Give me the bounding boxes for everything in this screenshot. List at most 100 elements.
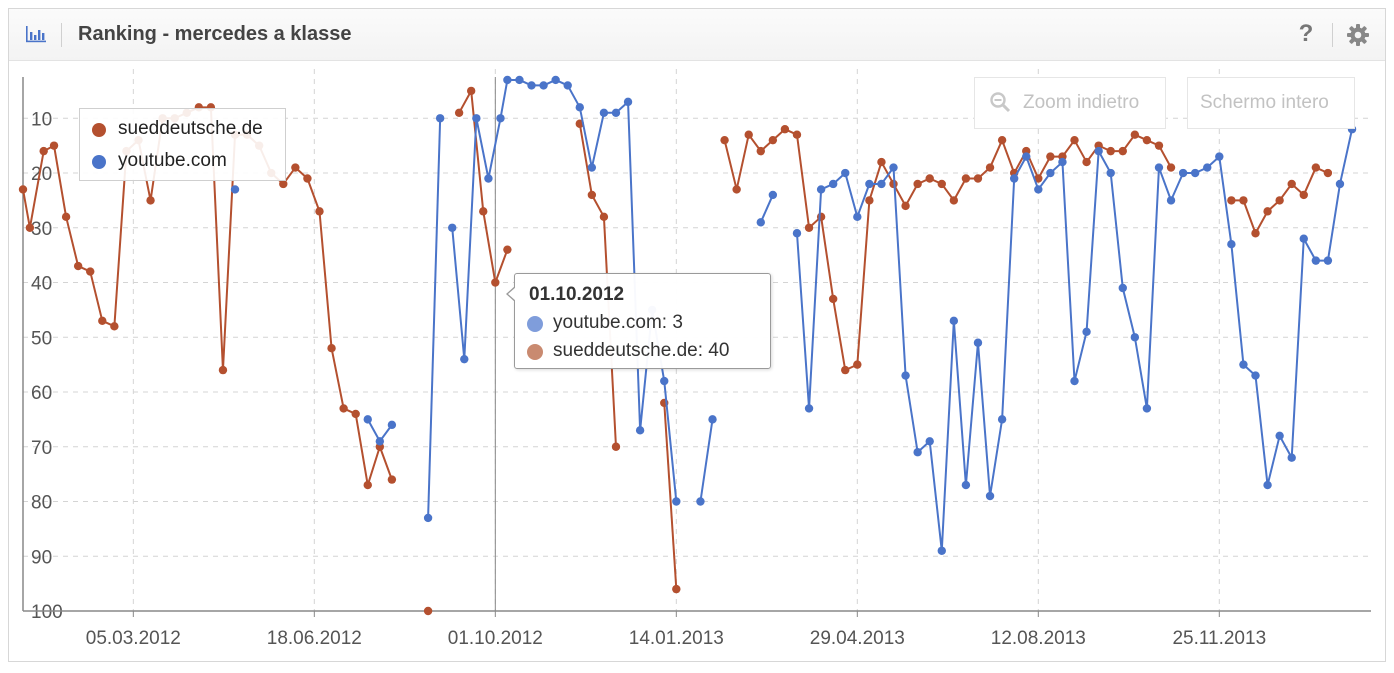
data-point-sueddeutsche [611, 442, 621, 451]
data-point-sueddeutsche [1130, 130, 1140, 139]
legend-marker-sueddeutsche [92, 123, 106, 137]
data-point-sueddeutsche [315, 207, 324, 216]
panel-title: Ranking - mercedes a klasse [78, 23, 352, 45]
tooltip-marker-youtube [527, 316, 543, 332]
data-point-sueddeutsche [363, 480, 372, 490]
panel-header: Ranking - mercedes a klasse ? [9, 9, 1385, 61]
data-point-sueddeutsche [303, 174, 312, 183]
data-point-youtube [1178, 168, 1188, 178]
data-point-youtube [708, 415, 717, 424]
data-point-youtube [696, 497, 705, 506]
data-point-youtube [865, 179, 874, 189]
data-point-sueddeutsche [744, 130, 753, 139]
data-point-sueddeutsche [86, 267, 95, 276]
data-point-youtube [387, 420, 397, 430]
data-point-youtube [985, 491, 995, 501]
chart-legend: sueddeutsche.de youtube.com [79, 108, 286, 181]
data-point-youtube [611, 108, 621, 117]
data-point-youtube [1311, 256, 1321, 265]
data-point-youtube [363, 415, 372, 424]
data-point-sueddeutsche [816, 212, 826, 222]
data-point-youtube [599, 108, 609, 117]
data-point-sueddeutsche [73, 261, 83, 271]
data-point-youtube [1022, 152, 1031, 161]
data-point-youtube [1009, 174, 1019, 183]
data-point-youtube [1215, 152, 1224, 161]
tooltip-date: 01.10.2012 [529, 284, 625, 305]
data-point-youtube [1323, 256, 1333, 265]
data-point-sueddeutsche [491, 278, 500, 287]
data-point-youtube [423, 513, 433, 523]
data-point-sueddeutsche [110, 322, 119, 331]
data-point-sueddeutsche [949, 196, 959, 205]
y-tick-label: 90 [31, 547, 52, 568]
data-point-youtube [1142, 404, 1152, 413]
x-tick-label: 12.08.2013 [991, 628, 1086, 649]
data-point-youtube [1335, 179, 1345, 189]
y-tick-label: 70 [31, 438, 52, 459]
data-point-youtube [841, 168, 850, 178]
data-point-sueddeutsche [339, 404, 348, 413]
data-point-sueddeutsche [841, 365, 850, 375]
data-point-youtube [623, 97, 633, 107]
data-point-sueddeutsche [454, 108, 464, 117]
data-point-sueddeutsche [804, 223, 814, 232]
data-point-youtube [804, 404, 814, 413]
fullscreen-button[interactable]: Schermo intero [1187, 77, 1355, 129]
y-tick-label: 10 [31, 109, 52, 130]
data-point-sueddeutsche [1287, 179, 1296, 189]
data-point-youtube [551, 75, 560, 85]
help-icon[interactable]: ? [1298, 20, 1314, 47]
bar-chart-icon [26, 26, 46, 43]
data-point-sueddeutsche [291, 163, 300, 172]
data-point-sueddeutsche [925, 174, 934, 183]
data-point-sueddeutsche [466, 86, 476, 96]
data-point-youtube [1239, 360, 1248, 369]
ranking-line-chart[interactable]: 10 20 30 40 50 60 70 80 90 100 05.03.2012 18.06.201… [9, 9, 1387, 663]
data-point-sueddeutsche [1299, 190, 1308, 200]
data-point-sueddeutsche [1227, 196, 1236, 205]
data-point-youtube [472, 114, 481, 123]
data-point-sueddeutsche [503, 245, 512, 254]
data-point-youtube [563, 81, 572, 90]
legend-label-sueddeutsche: sueddeutsche.de [118, 118, 263, 139]
data-point-sueddeutsche [877, 157, 886, 167]
data-point-youtube [672, 497, 681, 506]
data-point-sueddeutsche [961, 174, 971, 183]
data-point-youtube [1082, 327, 1091, 336]
data-point-sueddeutsche [327, 344, 336, 353]
data-point-sueddeutsche [98, 316, 107, 326]
data-point-youtube [997, 415, 1007, 424]
data-point-youtube [828, 179, 838, 189]
gear-icon[interactable] [1346, 23, 1370, 47]
data-point-youtube [660, 376, 669, 386]
data-point-sueddeutsche [1154, 141, 1164, 150]
y-tick-label: 50 [31, 328, 52, 349]
x-tick-label: 05.03.2012 [86, 628, 181, 649]
data-point-youtube [973, 338, 983, 347]
data-point-youtube [877, 179, 886, 189]
data-point-sueddeutsche [387, 475, 397, 484]
data-point-sueddeutsche [351, 409, 360, 419]
series-line-youtube [759, 194, 774, 223]
data-point-sueddeutsche [1166, 163, 1176, 172]
x-tick-label: 29.04.2013 [810, 628, 905, 649]
data-point-sueddeutsche [780, 125, 790, 134]
x-tick-label: 14.01.2013 [629, 628, 724, 649]
x-tick-label: 25.11.2013 [1172, 628, 1266, 649]
data-point-youtube [230, 185, 240, 194]
data-point-sueddeutsche [997, 135, 1007, 145]
zoom-out-button[interactable]: Zoom indietro [974, 77, 1166, 129]
header-divider-right [1332, 23, 1333, 47]
y-tick-label: 20 [31, 164, 52, 185]
data-point-youtube [1118, 283, 1127, 293]
data-point-youtube [1046, 168, 1055, 178]
data-point-youtube [1034, 185, 1043, 194]
data-point-youtube [1094, 146, 1103, 156]
data-point-sueddeutsche [1142, 135, 1152, 145]
data-point-youtube [435, 114, 445, 123]
data-point-sueddeutsche [587, 190, 597, 200]
fullscreen-label: Schermo intero [1200, 92, 1329, 113]
data-point-sueddeutsche [1275, 196, 1284, 205]
data-point-youtube [1190, 168, 1200, 178]
